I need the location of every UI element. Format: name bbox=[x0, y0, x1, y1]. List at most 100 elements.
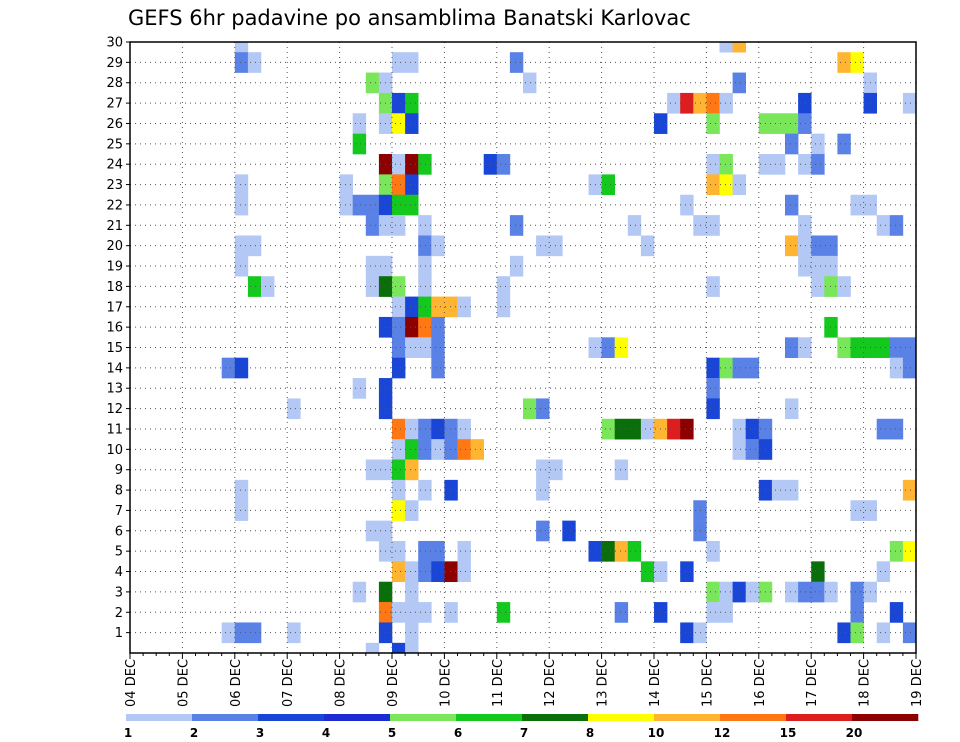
precip-cell bbox=[287, 622, 301, 644]
y-tick-label: 30 bbox=[106, 36, 123, 51]
precip-cell bbox=[392, 418, 406, 440]
precip-cell bbox=[405, 581, 419, 603]
x-tick-label: 11 DEC bbox=[491, 659, 506, 707]
precip-cell bbox=[667, 92, 681, 114]
precip-cell bbox=[392, 316, 406, 338]
precip-cell bbox=[234, 194, 249, 216]
precip-cell bbox=[392, 479, 406, 501]
colorbar-label: 2 bbox=[190, 726, 198, 740]
precip-cell bbox=[365, 215, 380, 236]
precip-cell bbox=[418, 296, 432, 318]
colorbar-label: 7 bbox=[520, 726, 528, 740]
y-tick-label: 5 bbox=[115, 545, 123, 560]
x-tick-label: 17 DEC bbox=[805, 659, 820, 707]
precip-cell bbox=[811, 154, 825, 175]
precip-cell bbox=[431, 439, 445, 460]
precip-cell bbox=[850, 500, 864, 521]
colorbar-swatch bbox=[390, 714, 457, 721]
precip-cell bbox=[352, 581, 367, 603]
colorbar-swatch bbox=[522, 714, 589, 721]
y-tick-label: 22 bbox=[106, 198, 123, 213]
precip-cell bbox=[706, 92, 720, 114]
x-tick-label: 16 DEC bbox=[753, 659, 768, 707]
colorbar-swatch bbox=[126, 714, 193, 721]
grid-lines bbox=[130, 41, 916, 653]
precip-cell bbox=[811, 276, 825, 297]
precip-cell bbox=[365, 72, 380, 94]
precip-cell bbox=[431, 316, 445, 338]
y-tick-label: 9 bbox=[115, 463, 123, 478]
x-tick-label: 09 DEC bbox=[386, 659, 401, 707]
precip-cell bbox=[392, 459, 406, 481]
precip-cell bbox=[457, 540, 471, 562]
precip-cell bbox=[392, 602, 406, 623]
precip-cell bbox=[876, 418, 891, 440]
precip-cell bbox=[745, 439, 760, 460]
precip-cell bbox=[614, 418, 629, 440]
colorbar-swatch bbox=[456, 714, 523, 721]
precip-cell bbox=[562, 520, 576, 542]
precip-cell bbox=[902, 540, 917, 562]
precip-cell bbox=[785, 398, 799, 420]
precip-cell bbox=[614, 540, 629, 562]
y-tick-label: 4 bbox=[115, 565, 123, 580]
precip-cell bbox=[444, 602, 458, 623]
precip-cell bbox=[392, 561, 406, 583]
precip-cell bbox=[234, 42, 249, 53]
precip-cell bbox=[392, 52, 406, 73]
precip-cell bbox=[811, 561, 825, 583]
precip-cell bbox=[706, 398, 720, 420]
precip-cell bbox=[247, 276, 262, 297]
y-tick-label: 8 bbox=[115, 484, 123, 499]
precip-cell bbox=[627, 540, 642, 562]
precip-cell bbox=[785, 133, 799, 155]
precip-cell bbox=[732, 42, 746, 53]
precip-cell bbox=[850, 52, 864, 73]
precip-cell bbox=[680, 194, 694, 216]
precip-cell bbox=[221, 622, 236, 644]
precip-cell bbox=[614, 459, 629, 481]
precip-cell bbox=[811, 581, 825, 603]
precip-cell bbox=[627, 215, 642, 236]
precip-cell bbox=[392, 642, 406, 654]
precip-cell bbox=[850, 581, 864, 603]
precip-cell bbox=[523, 398, 537, 420]
precip-cell bbox=[392, 296, 406, 318]
precip-cell bbox=[339, 194, 353, 216]
precip-cell bbox=[392, 276, 406, 297]
precip-cell bbox=[719, 174, 733, 196]
y-axis: 1234567891011121314151617181920212223242… bbox=[106, 36, 130, 641]
precip-cell bbox=[889, 357, 904, 379]
precip-cell bbox=[902, 337, 917, 358]
precip-cell bbox=[352, 378, 367, 399]
precip-cell bbox=[719, 92, 733, 114]
x-tick-label: 07 DEC bbox=[281, 659, 296, 707]
precip-cell bbox=[889, 602, 904, 623]
precip-cell bbox=[392, 439, 406, 460]
precip-cell bbox=[640, 235, 655, 257]
precip-cell bbox=[509, 215, 524, 236]
precip-cell bbox=[418, 276, 432, 297]
precip-cell bbox=[418, 418, 432, 440]
precip-cell bbox=[876, 561, 891, 583]
precip-cell bbox=[785, 194, 799, 216]
precip-cell bbox=[798, 235, 812, 257]
y-tick-label: 21 bbox=[106, 219, 123, 234]
precip-cell bbox=[902, 92, 917, 114]
precip-cell bbox=[418, 561, 432, 583]
precip-cell bbox=[837, 133, 851, 155]
precip-cell bbox=[234, 52, 249, 73]
y-tick-label: 3 bbox=[115, 585, 123, 600]
precip-cell bbox=[706, 540, 720, 562]
y-tick-label: 18 bbox=[106, 280, 123, 295]
y-tick-label: 7 bbox=[115, 504, 123, 519]
precip-cell bbox=[457, 561, 471, 583]
precip-cell bbox=[444, 479, 458, 501]
precip-cell bbox=[601, 418, 615, 440]
precip-cell bbox=[431, 540, 445, 562]
precip-cell bbox=[405, 113, 419, 134]
precip-cell bbox=[392, 500, 406, 521]
precip-cell bbox=[719, 602, 733, 623]
precip-cell bbox=[405, 316, 419, 338]
y-tick-label: 10 bbox=[106, 443, 123, 458]
